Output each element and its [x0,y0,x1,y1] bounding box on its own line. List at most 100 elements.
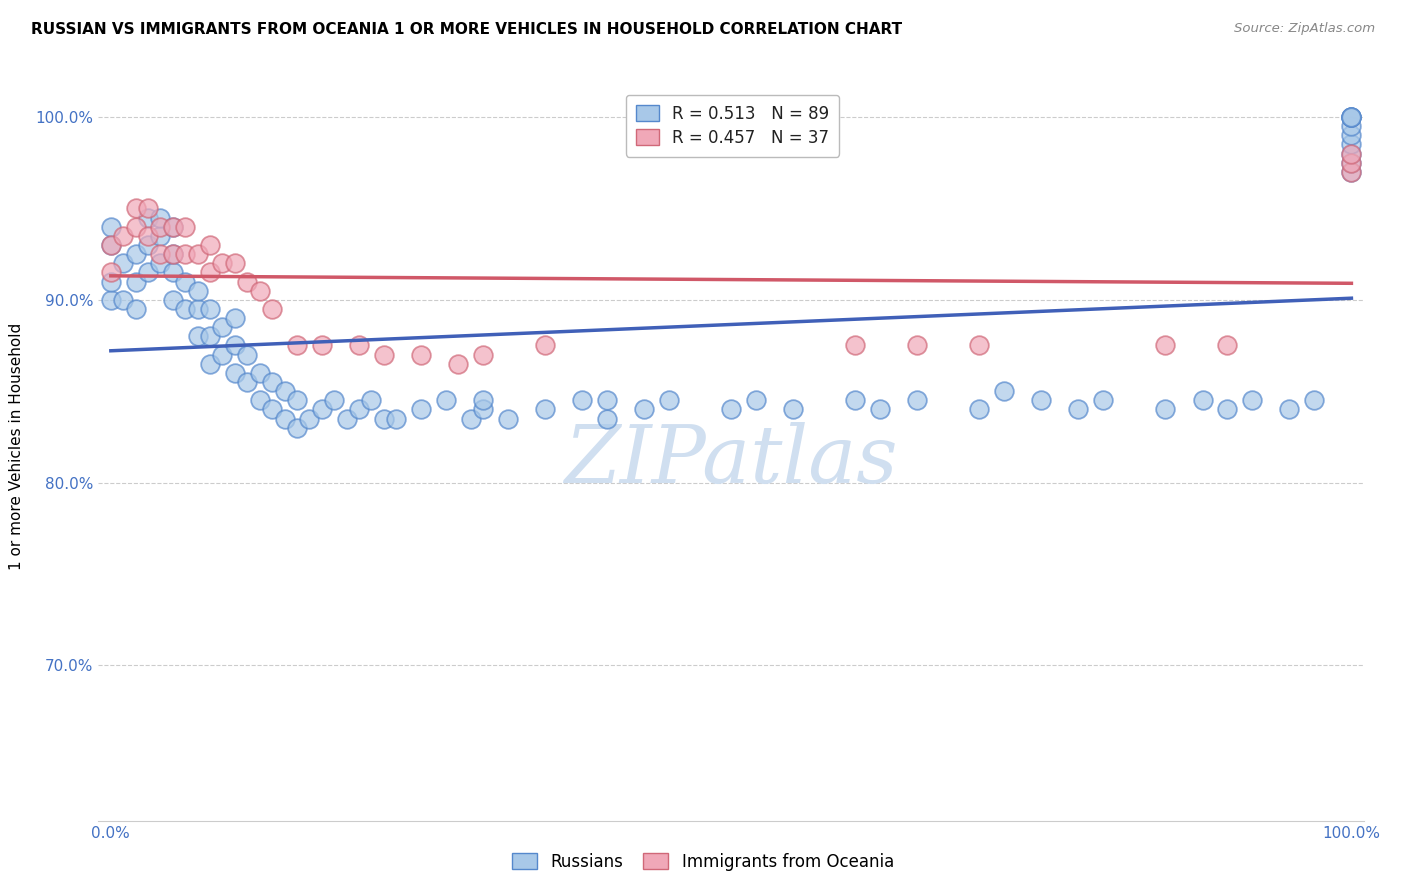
Point [1216,338,1239,352]
Text: RUSSIAN VS IMMIGRANTS FROM OCEANIA 1 OR MORE VEHICLES IN HOUSEHOLD CORRELATION C: RUSSIAN VS IMMIGRANTS FROM OCEANIA 1 OR … [31,22,903,37]
Point [149,256,172,270]
Legend: R = 0.513   N = 89, R = 0.457   N = 37: R = 0.513 N = 89, R = 0.457 N = 37 [626,95,839,156]
Point [1067,402,1090,417]
Point [335,411,357,425]
Point [905,338,928,352]
Point [1154,402,1177,417]
Point [1340,155,1362,169]
Point [1340,165,1362,179]
Point [136,238,159,252]
Y-axis label: 1 or more Vehicles in Household: 1 or more Vehicles in Household [10,322,24,570]
Point [262,402,284,417]
Point [1191,393,1213,408]
Point [224,256,246,270]
Point [174,301,197,316]
Point [844,393,866,408]
Point [311,402,333,417]
Point [844,338,866,352]
Point [285,421,308,435]
Text: Source: ZipAtlas.com: Source: ZipAtlas.com [1234,22,1375,36]
Point [236,348,259,362]
Point [782,402,804,417]
Point [162,219,184,234]
Point [174,219,197,234]
Point [993,384,1015,399]
Point [262,301,284,316]
Point [720,402,742,417]
Point [112,256,135,270]
Point [149,247,172,261]
Point [100,293,122,307]
Point [136,202,159,216]
Point [100,238,122,252]
Point [447,357,470,371]
Point [472,348,495,362]
Point [100,275,122,289]
Point [249,284,271,298]
Point [198,329,221,343]
Point [224,366,246,380]
Point [136,228,159,243]
Point [1340,119,1362,133]
Point [236,275,259,289]
Point [745,393,768,408]
Point [311,338,333,352]
Point [100,265,122,279]
Point [409,402,432,417]
Point [596,411,619,425]
Point [124,275,146,289]
Point [1340,110,1362,124]
Point [273,411,295,425]
Point [136,211,159,225]
Point [1031,393,1053,408]
Point [534,338,557,352]
Point [211,256,233,270]
Point [1278,402,1301,417]
Point [174,247,197,261]
Point [472,402,495,417]
Text: ZIPatlas: ZIPatlas [564,422,898,500]
Point [124,301,146,316]
Point [534,402,557,417]
Point [496,411,519,425]
Point [1340,110,1362,124]
Point [149,228,172,243]
Point [967,402,990,417]
Point [373,411,395,425]
Point [198,238,221,252]
Point [224,338,246,352]
Point [347,338,370,352]
Point [249,366,271,380]
Point [658,393,681,408]
Point [1340,165,1362,179]
Point [162,219,184,234]
Point [162,293,184,307]
Point [198,265,221,279]
Point [124,219,146,234]
Point [434,393,457,408]
Point [112,293,135,307]
Point [1303,393,1326,408]
Point [472,393,495,408]
Point [187,301,209,316]
Point [187,247,209,261]
Point [298,411,321,425]
Point [124,202,146,216]
Point [347,402,370,417]
Point [273,384,295,399]
Point [1154,338,1177,352]
Point [1216,402,1239,417]
Point [633,402,655,417]
Point [174,275,197,289]
Point [409,348,432,362]
Legend: Russians, Immigrants from Oceania: Russians, Immigrants from Oceania [503,845,903,880]
Point [571,393,593,408]
Point [149,219,172,234]
Point [373,348,395,362]
Point [187,329,209,343]
Point [100,219,122,234]
Point [1340,146,1362,161]
Point [162,265,184,279]
Point [136,265,159,279]
Point [1092,393,1115,408]
